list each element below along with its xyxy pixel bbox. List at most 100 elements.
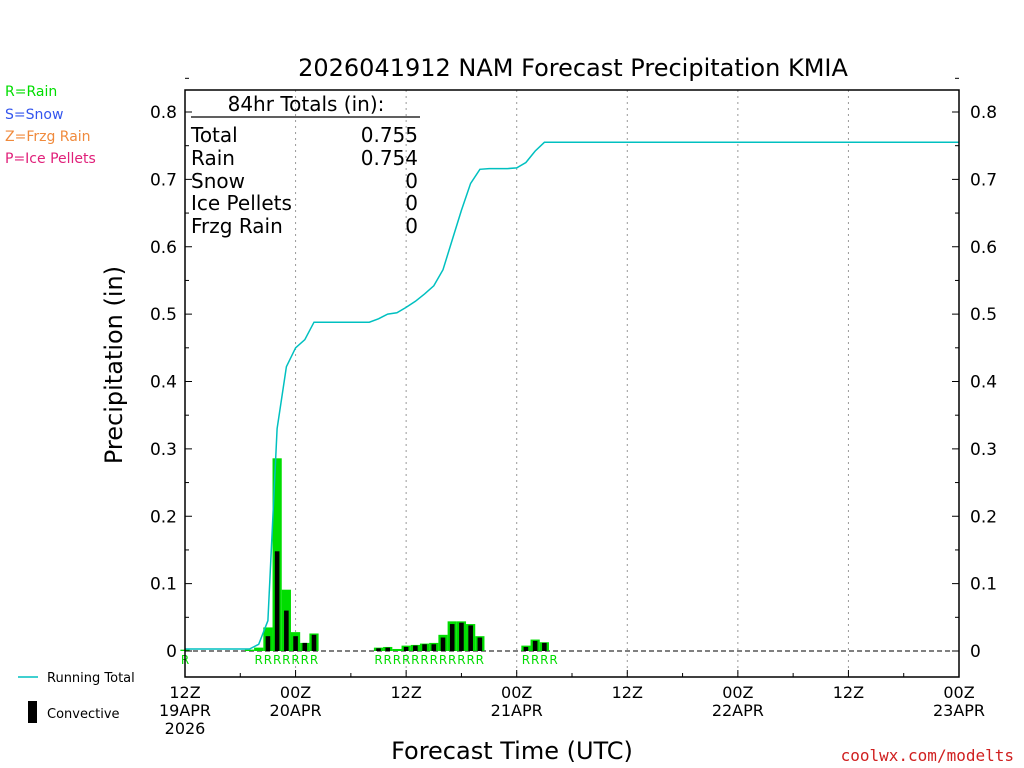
rain-bar — [392, 648, 402, 651]
convective-bar — [532, 640, 538, 651]
y-tick-label-right: 0.3 — [970, 440, 997, 460]
precip-type-mark: R — [420, 653, 428, 667]
y-tick-label-right: 0.2 — [970, 507, 997, 527]
x-tick-label: 00Z — [943, 683, 974, 702]
y-tick-label-left: 0.6 — [150, 238, 177, 258]
convective-bar — [284, 610, 289, 651]
totals-row-label: Rain — [191, 146, 235, 170]
convective-legend-label: Convective — [47, 707, 120, 722]
axes: 0 00.1 0.10.2 0.20.3 0.30.4 0.40.5 0.50.6 0.60.… — [150, 77, 997, 738]
y-tick-label-left: 0.8 — [150, 103, 177, 123]
y-tick-label-left: 0.4 — [150, 373, 177, 393]
x-tick-label: 00Z — [501, 683, 532, 702]
x-tick-label: 21APR — [491, 701, 543, 720]
precip-type-mark: R — [255, 653, 263, 667]
y-tick-label-right: 0.8 — [970, 103, 997, 123]
grid-lines — [185, 90, 959, 677]
x-tick-label: 12Z — [612, 683, 643, 702]
convective-bar — [542, 642, 547, 651]
chart-title: 2026041912 NAM Forecast Precipitation KM… — [298, 54, 848, 82]
precip-type-mark: R — [393, 653, 401, 667]
convective-bar — [311, 634, 317, 651]
x-tick-label: 23APR — [933, 701, 985, 720]
y-tick-label-left: 0.2 — [150, 507, 177, 527]
convective-bar — [477, 637, 483, 651]
x-tick-label: 00Z — [722, 683, 753, 702]
precip-type-mark: R — [374, 653, 382, 667]
running-total-legend-label: Running Total — [47, 671, 135, 686]
totals-heading: 84hr Totals (in): — [228, 92, 385, 116]
plot-frame — [184, 89, 960, 678]
convective-legend-swatch — [28, 701, 37, 723]
convective-bar — [431, 644, 437, 651]
convective-bar — [440, 637, 446, 651]
precip-type-mark: R — [448, 653, 456, 667]
precip-type-mark: R — [531, 653, 539, 667]
totals-row-label: Frzg Rain — [191, 214, 283, 238]
precip-type-mark: R — [439, 653, 447, 667]
x-tick-label: 12Z — [833, 683, 864, 702]
rain-bar — [244, 649, 255, 651]
precip-type-mark: R — [466, 653, 474, 667]
rain-bar — [254, 647, 264, 651]
x-tick-label: 12Z — [390, 683, 421, 702]
convective-bar — [459, 622, 464, 651]
totals-row-label: Ice Pellets — [191, 191, 292, 215]
convective-bar — [413, 645, 418, 651]
precip-type-mark: R — [411, 653, 419, 667]
convective-bar — [302, 642, 308, 651]
series-legend: Running Total Convective — [18, 671, 135, 723]
precip-type-mark: R — [384, 653, 392, 667]
credit-text: coolwx.com/modelts — [841, 746, 1014, 765]
precip-type-mark: R — [264, 653, 272, 667]
convective-bar — [376, 648, 381, 651]
precip-type-mark: R — [301, 653, 309, 667]
convective-bar — [385, 647, 391, 651]
convective-bar — [449, 624, 455, 651]
convective-bar — [274, 551, 280, 651]
y-tick-label-left: 0.3 — [150, 440, 177, 460]
precip-type-mark: R — [549, 653, 557, 667]
totals-row-value: 0.754 — [361, 146, 418, 170]
precip-type-mark: R — [476, 653, 484, 667]
y-tick-label-right: 0.5 — [970, 305, 997, 325]
y-tick-label-right: 0.7 — [970, 170, 997, 190]
totals-row-label: Snow — [191, 169, 245, 193]
x-tick-label: 00Z — [280, 683, 311, 702]
y-tick-label-right: 0.6 — [970, 238, 997, 258]
x-axis-label: Forecast Time (UTC) — [391, 737, 633, 765]
precip-type-mark: R — [457, 653, 465, 667]
bars — [180, 458, 549, 651]
y-tick-label-right: 0.1 — [970, 575, 997, 595]
convective-bar — [293, 636, 298, 651]
precip-type-mark: R — [282, 653, 290, 667]
y-axis-label: Precipitation (in) — [100, 266, 128, 464]
precip-type-mark: R — [273, 653, 281, 667]
x-tick-label: 2026 — [165, 719, 206, 738]
totals-row-value: 0 — [405, 214, 418, 238]
x-tick-label: 12Z — [169, 683, 200, 702]
totals-row-label: Total — [190, 123, 238, 147]
precip-type-mark: R — [522, 653, 530, 667]
y-tick-label-left: 0.1 — [150, 575, 177, 595]
totals-row-value: 0 — [405, 169, 418, 193]
y-tick-label-left: 0.5 — [150, 305, 177, 325]
totals-box: 84hr Totals (in): Total 0.755 Rain 0.754… — [190, 92, 420, 238]
precip-type-mark: R — [540, 653, 548, 667]
legend-ice-pellets: P=Ice Pellets — [5, 151, 96, 167]
precip-type-legend: R=Rain S=Snow Z=Frzg Rain P=Ice Pellets — [5, 84, 96, 167]
legend-frzg-rain: Z=Frzg Rain — [5, 129, 91, 145]
x-tick-label: 19APR — [159, 701, 211, 720]
running-total-line — [185, 141, 959, 650]
legend-snow: S=Snow — [5, 107, 63, 123]
y-tick-label-right: 0.4 — [970, 373, 997, 393]
precip-type-mark: R — [291, 653, 299, 667]
precip-type-mark: R — [310, 653, 318, 667]
running-total-layer — [185, 141, 959, 650]
totals-row-value: 0 — [405, 191, 418, 215]
convective-bar — [265, 636, 271, 651]
legend-rain: R=Rain — [5, 84, 57, 100]
convective-bar — [403, 646, 409, 651]
